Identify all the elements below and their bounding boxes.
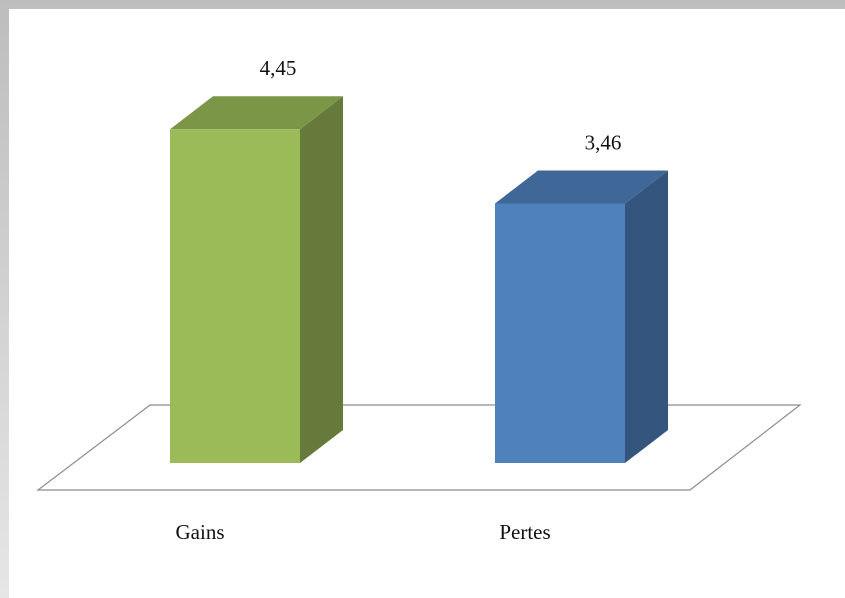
data-label: 4,45 xyxy=(260,56,297,80)
x-tick-label: Pertes xyxy=(499,520,550,544)
bar xyxy=(170,129,300,463)
bar-side xyxy=(300,96,343,463)
bar-top xyxy=(495,170,668,204)
data-label: 3,46 xyxy=(585,130,622,154)
bar xyxy=(495,203,625,463)
chart-area xyxy=(9,9,845,598)
floor xyxy=(36,404,802,491)
bar-side xyxy=(625,170,668,463)
bar-top xyxy=(170,96,343,130)
x-tick-label: Gains xyxy=(176,520,225,544)
